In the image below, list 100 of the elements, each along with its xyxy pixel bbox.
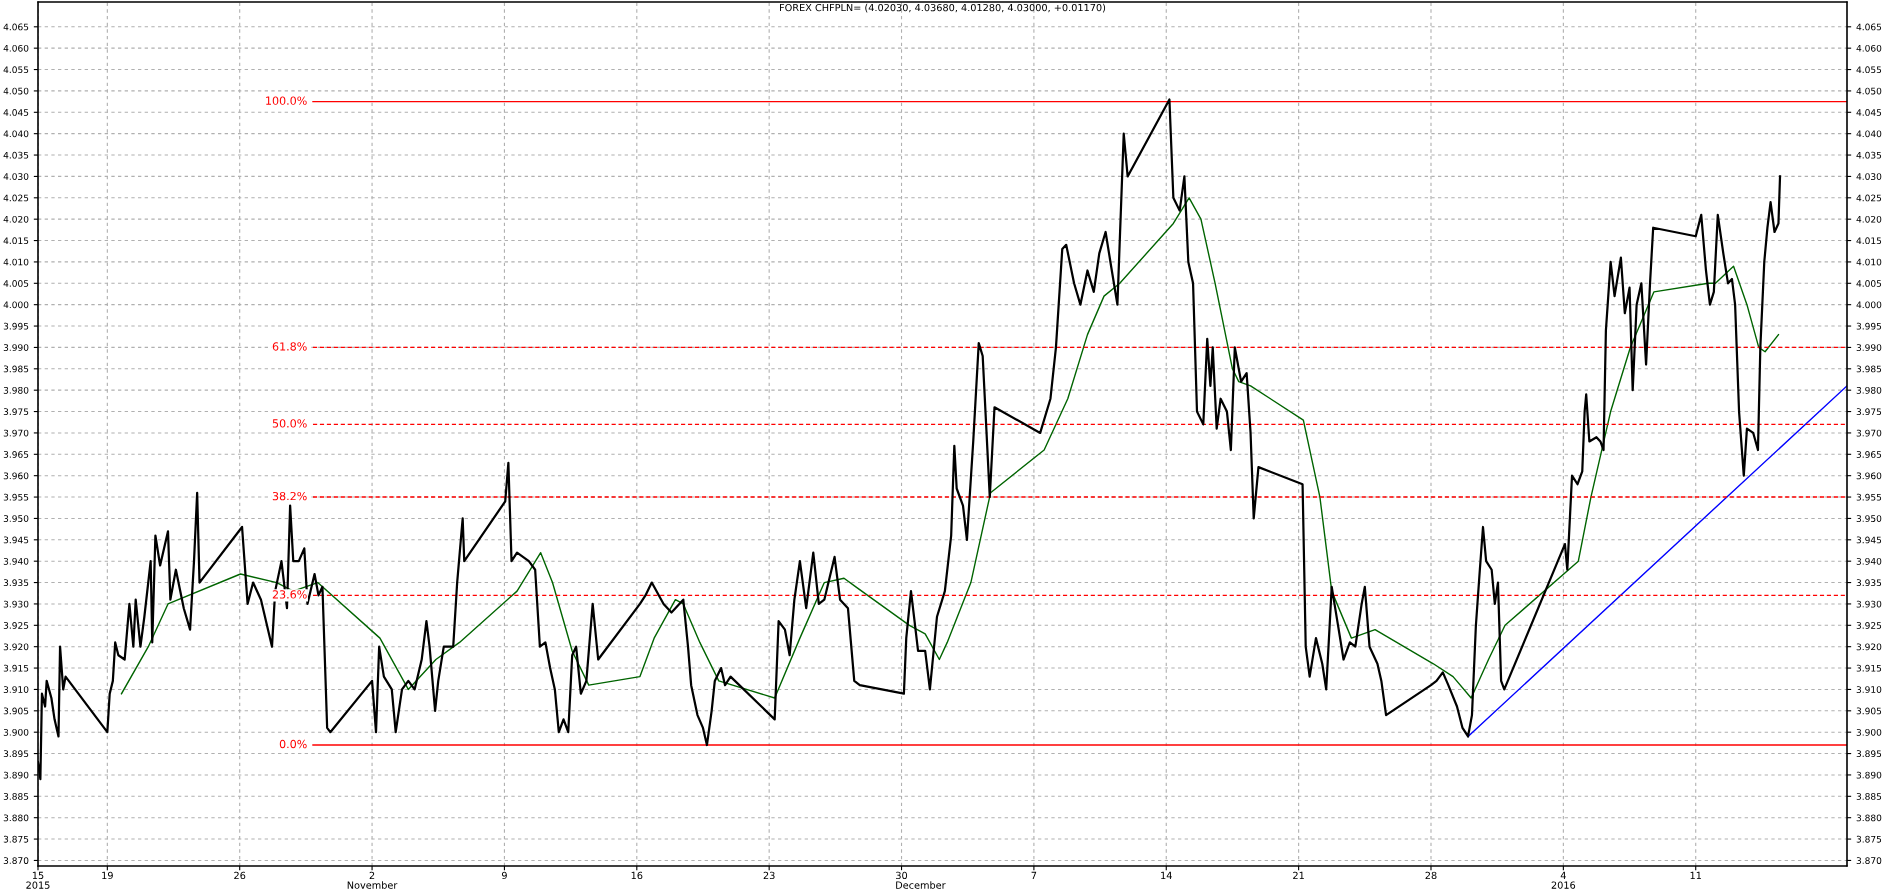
y2-tick-label: 3.925: [1856, 622, 1882, 629]
x2-tick-label: November: [347, 881, 398, 889]
x-tick-label: 7: [1031, 871, 1037, 879]
series-label: 38.2%: [272, 491, 307, 501]
y2-tick-label: 4.005: [1856, 280, 1882, 287]
y2-tick-label: 3.885: [1856, 793, 1882, 800]
y-tick-label: 4.020: [3, 215, 29, 223]
y-tick-label: 4.000: [3, 301, 29, 309]
x-tick-label: 9: [501, 871, 507, 880]
y-tick-label: 3.935: [3, 579, 29, 587]
x-tick-label: 11: [1690, 871, 1702, 879]
y2-tick-label: 3.900: [1856, 728, 1882, 736]
y2-tick-label: 3.985: [1856, 365, 1882, 373]
y2-tick-label: 4.035: [1856, 151, 1882, 159]
y-tick-label: 3.955: [3, 493, 29, 501]
y2-tick-label: 4.000: [1856, 301, 1882, 309]
y2-tick-label: 3.875: [1856, 835, 1882, 843]
y-tick-label: 4.025: [3, 194, 29, 202]
y2-tick-label: 4.060: [1856, 44, 1882, 52]
y-tick-label: 3.920: [3, 643, 29, 651]
x2-tick-label: December: [896, 881, 946, 889]
y-tick-label: 3.965: [3, 451, 29, 458]
x-tick-label: 19: [102, 871, 113, 880]
y-tick-label: 4.045: [3, 109, 29, 116]
x-tick-label: 15: [32, 871, 44, 880]
x-tick-label: 28: [1425, 871, 1437, 880]
y-tick-label: 4.010: [3, 258, 29, 266]
y-tick-label: 3.925: [3, 622, 29, 629]
y2-tick-label: 3.940: [1856, 557, 1882, 565]
y-tick-label: 3.870: [3, 857, 29, 864]
y2-tick-label: 3.960: [1856, 472, 1882, 480]
line-series: [120, 197, 1780, 699]
y2-tick-label: 3.870: [1856, 857, 1882, 864]
y-tick-label: 3.890: [3, 771, 29, 779]
y-tick-label: 3.970: [3, 429, 29, 437]
y2-tick-label: 3.990: [1856, 344, 1882, 351]
y-tick-label: 3.900: [3, 728, 29, 736]
y2-tick-label: 3.905: [1856, 707, 1882, 715]
x-tick-label: 26: [234, 871, 246, 880]
y2-tick-label: 4.010: [1856, 258, 1882, 266]
chart-title: FOREX CHFPLN= (4.02030, 4.03680, 4.01280, 4.03000, +0.01170): [780, 3, 1106, 13]
series-label: 0.0%: [279, 739, 307, 749]
y-tick-label: 3.995: [3, 322, 29, 330]
y-tick-label: 4.040: [3, 130, 29, 138]
y2-tick-label: 3.975: [1856, 408, 1882, 416]
y-tick-label: 4.030: [3, 173, 29, 180]
y-tick-label: 4.005: [3, 280, 29, 287]
y2-tick-label: 4.025: [1856, 194, 1882, 202]
y-tick-label: 3.930: [3, 600, 29, 608]
y2-tick-label: 3.895: [1856, 750, 1882, 758]
x-tick-label: 2: [369, 871, 375, 879]
y-tick-label: 3.990: [3, 344, 29, 351]
x-tick-label: 30: [896, 871, 908, 880]
y2-tick-label: 3.980: [1856, 386, 1882, 394]
series-label: 50.0%: [272, 419, 307, 428]
y-tick-label: 4.065: [3, 23, 29, 31]
y2-tick-label: 3.995: [1856, 322, 1882, 330]
y2-tick-label: 4.015: [1856, 237, 1882, 245]
series-label: 100.0%: [266, 96, 307, 105]
y2-tick-label: 4.055: [1856, 66, 1882, 74]
y2-tick-label: 3.920: [1856, 643, 1882, 651]
x-tick-label: 14: [1161, 871, 1172, 879]
y-tick-label: 3.945: [3, 536, 29, 544]
y2-tick-label: 3.955: [1856, 493, 1882, 501]
y2-tick-label: 3.910: [1856, 686, 1882, 693]
y-tick-label: 3.950: [3, 515, 29, 522]
y2-tick-label: 3.970: [1856, 429, 1882, 437]
y-tick-label: 3.915: [3, 664, 29, 672]
x-tick-label: 21: [1293, 871, 1304, 879]
y-tick-label: 4.055: [3, 66, 29, 74]
y2-tick-label: 3.935: [1856, 579, 1882, 587]
y-tick-label: 3.885: [3, 793, 29, 800]
y-tick-label: 3.905: [3, 707, 29, 715]
y2-tick-label: 3.950: [1856, 515, 1882, 522]
y-tick-label: 3.975: [3, 408, 29, 416]
y2-tick-label: 3.965: [1856, 451, 1882, 458]
y2-tick-label: 3.880: [1856, 814, 1882, 822]
x2-tick-label: 2016: [1551, 881, 1576, 889]
y-tick-label: 3.895: [3, 750, 29, 758]
y-tick-label: 3.960: [3, 472, 29, 480]
x2-tick-label: 2015: [26, 881, 50, 889]
y2-tick-label: 3.890: [1856, 771, 1882, 779]
y-tick-label: 3.880: [3, 814, 29, 822]
y2-tick-label: 4.045: [1856, 109, 1882, 116]
x-tick-label: 23: [763, 871, 775, 880]
y-tick-label: 3.985: [3, 365, 29, 373]
y-tick-label: 4.015: [3, 237, 29, 245]
y-tick-label: 3.875: [3, 835, 29, 843]
x-tick-label: 16: [631, 871, 643, 880]
y2-tick-label: 4.065: [1856, 23, 1882, 31]
y-tick-label: 4.035: [3, 151, 29, 159]
y-tick-label: 4.050: [3, 87, 29, 95]
y2-tick-label: 4.040: [1856, 130, 1882, 138]
y-tick-label: 4.060: [3, 44, 29, 52]
y2-tick-label: 4.050: [1856, 87, 1882, 95]
series-label: 23.6%: [272, 590, 307, 599]
x-tick-label: 4: [1560, 871, 1566, 879]
series-label: 61.8%: [272, 342, 307, 351]
y2-tick-label: 3.930: [1856, 600, 1882, 608]
y2-tick-label: 3.915: [1856, 664, 1882, 672]
